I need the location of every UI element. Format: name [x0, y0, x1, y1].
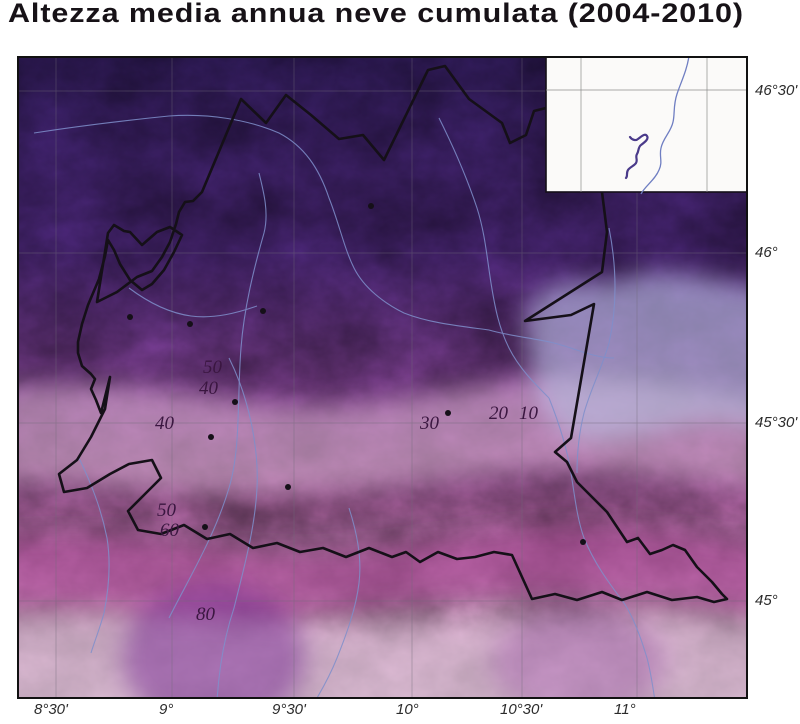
svg-text:60: 60: [160, 520, 180, 541]
svg-text:40: 40: [155, 413, 175, 434]
svg-text:50: 50: [157, 500, 177, 521]
svg-text:80: 80: [196, 604, 216, 625]
svg-text:20: 20: [489, 403, 509, 424]
svg-text:50: 50: [203, 357, 223, 378]
svg-text:40: 40: [199, 378, 219, 399]
svg-text:30: 30: [419, 413, 440, 434]
svg-text:10: 10: [519, 403, 539, 424]
